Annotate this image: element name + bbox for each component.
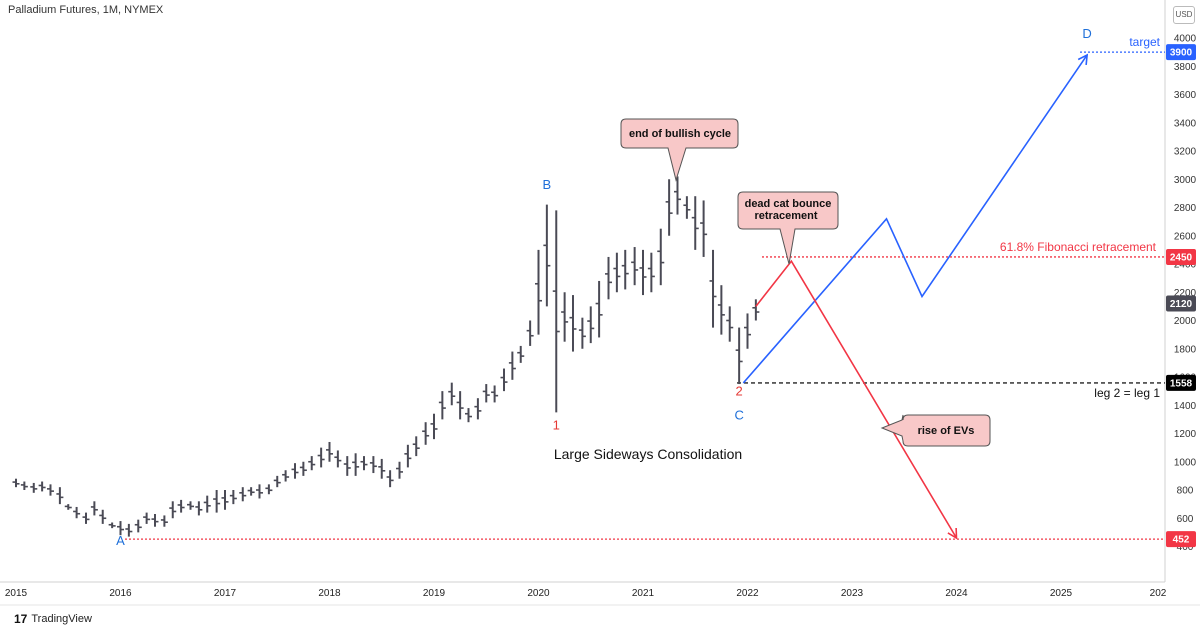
level-tag	[1166, 44, 1196, 61]
y-tick-label: 2400	[1174, 260, 1197, 271]
y-tick-label: 1000	[1174, 457, 1197, 468]
wave-label: C	[734, 407, 743, 422]
level-tag	[1166, 531, 1196, 548]
annotation-large-sideways-consolidation: Large Sideways Consolidation	[554, 446, 742, 462]
x-tick-label: 2022	[736, 588, 759, 599]
y-tick-label: 2600	[1174, 231, 1197, 242]
x-tick-label: 2019	[423, 588, 446, 599]
callout-text-line1: dead cat bounce	[745, 198, 832, 210]
x-tick-label: 2023	[841, 588, 864, 599]
y-tick-label: 2200	[1174, 288, 1197, 299]
wave-labels: A B 1 2 C D	[116, 26, 1092, 548]
callout-shape	[880, 414, 991, 447]
level-tag	[1166, 374, 1196, 391]
red-projection-arrowhead	[947, 528, 958, 540]
x-tick-label: 2020	[527, 588, 550, 599]
callout-rise-of-evs: rise of EVs	[880, 414, 991, 447]
y-tick-label: 4000	[1174, 34, 1197, 45]
y-tick-label: 3000	[1174, 175, 1197, 186]
level-tag-text: 2450	[1170, 252, 1193, 263]
tradingview-brand[interactable]: 17 TradingView	[14, 612, 92, 626]
callout-dead-cat-bounce: dead cat bounce retracement	[737, 191, 839, 265]
y-tick-label: 600	[1177, 514, 1194, 525]
blue-projection-arrowhead	[1077, 53, 1089, 65]
red-projection-path	[755, 259, 958, 539]
level-label: 61.8% Fibonacci retracement	[1000, 240, 1157, 254]
wave-label: 1	[553, 417, 560, 432]
y-tick-label: 2000	[1174, 316, 1197, 327]
y-tick-label: 1400	[1174, 401, 1197, 412]
x-tick-label: 2017	[214, 588, 237, 599]
level-label: target	[1129, 35, 1160, 49]
level-tag-text: 3900	[1170, 48, 1193, 59]
x-tick-label: 2015	[5, 588, 28, 599]
wave-label: D	[1082, 26, 1091, 41]
ohlc-bars	[12, 176, 760, 537]
time-axis: 2015 2016 2017 2018 2019 2020 2021 2022 2023 2024…	[5, 588, 1167, 599]
last-price-text: 2120	[1170, 299, 1193, 310]
level-tag-text: 1558	[1170, 378, 1193, 389]
tradingview-logo-icon: 17	[14, 612, 28, 626]
x-tick-label: 2024	[945, 588, 968, 599]
x-tick-label: 2016	[109, 588, 132, 599]
currency-badge[interactable]: USD	[1173, 6, 1195, 24]
wave-label: A	[116, 533, 125, 548]
callout-shape	[620, 118, 739, 182]
x-tick-label: 2025	[1050, 588, 1073, 599]
x-tick-label: 202	[1150, 588, 1167, 599]
wave-label: B	[543, 177, 552, 192]
callout-text: end of bullish cycle	[629, 128, 731, 140]
price-axis: 4006008001000120014001600180020002200240…	[1174, 34, 1197, 554]
y-tick-label: 3600	[1174, 90, 1197, 101]
callout-text-line2: retracement	[755, 210, 818, 222]
x-tick-label: 2021	[632, 588, 655, 599]
wave-label: 2	[736, 383, 743, 398]
last-price-tag	[1166, 295, 1196, 312]
y-tick-label: 400	[1177, 542, 1194, 553]
level-label: leg 2 = leg 1	[1094, 386, 1160, 400]
y-tick-label: 3200	[1174, 147, 1197, 158]
y-tick-label: 1200	[1174, 429, 1197, 440]
callout-end-of-bullish-cycle: end of bullish cycle	[620, 118, 739, 182]
level-tag	[1166, 248, 1196, 265]
callout-shape	[737, 191, 839, 265]
axes-layer	[0, 0, 1200, 606]
y-tick-label: 800	[1177, 486, 1194, 497]
projection-paths	[742, 53, 1089, 540]
callout-text: rise of EVs	[918, 425, 975, 437]
y-tick-label: 3800	[1174, 62, 1197, 73]
x-tick-label: 2018	[318, 588, 341, 599]
y-tick-label: 1800	[1174, 344, 1197, 355]
chart-title: Palladium Futures, 1M, NYMEX	[8, 4, 164, 16]
y-tick-label: 3400	[1174, 118, 1197, 129]
level-tag-text: 452	[1173, 535, 1190, 546]
brand-name: TradingView	[31, 613, 92, 625]
y-tick-label: 2800	[1174, 203, 1197, 214]
horizontal-levels: 3900 target 2450 61.8% Fibonacci retracemen…	[125, 35, 1196, 548]
